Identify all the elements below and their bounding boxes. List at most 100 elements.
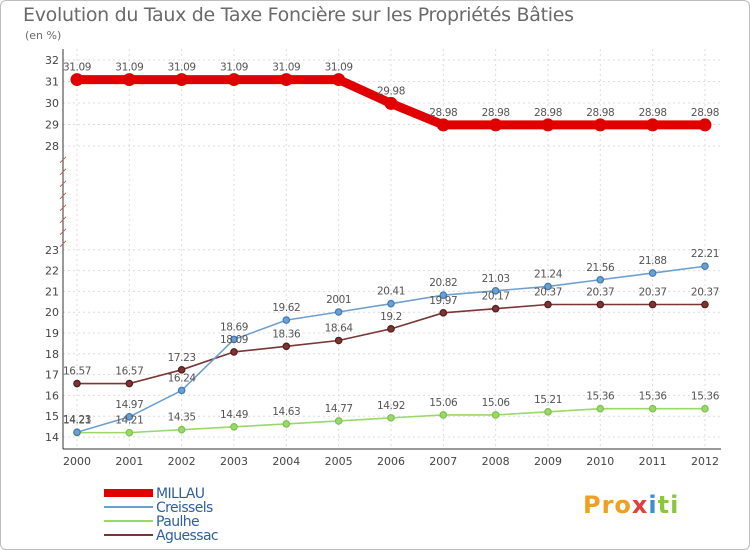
legend-label-aguessac: Aguessac	[156, 528, 218, 544]
data-point-creissels	[701, 262, 709, 271]
y-tick-label: 28	[45, 140, 59, 153]
axis-break-mark	[59, 180, 67, 188]
y-tick-label: 32	[45, 54, 59, 67]
data-label-paulhe: 15.21	[534, 394, 562, 406]
data-label-aguessac: 19.97	[429, 295, 457, 307]
data-label-aguessac: 19.2	[380, 311, 402, 323]
data-label-creissels: 21.56	[586, 262, 615, 274]
data-point-creissels	[230, 335, 238, 344]
data-label-aguessac: 16.57	[115, 366, 143, 378]
data-point-creissels	[648, 269, 657, 277]
data-point-paulhe	[439, 411, 448, 419]
data-label-paulhe: 14.21	[63, 415, 91, 427]
y-tick-label: 30	[45, 97, 59, 110]
data-label-paulhe: 14.21	[115, 415, 143, 427]
data-label-creissels: 21.24	[534, 268, 563, 280]
y-tick-label: 19	[45, 327, 59, 340]
legend-label-paulhe: Paulhe	[156, 514, 199, 530]
data-point-paulhe	[230, 423, 238, 431]
y-tick-label: 18	[45, 348, 59, 361]
y-tick-label: 16	[45, 389, 59, 402]
proxiti-logo: Proxiti	[583, 491, 680, 519]
data-label-creissels: 18.69	[220, 321, 248, 333]
data-label-creissels: 20.41	[377, 286, 405, 298]
chart-title: Evolution du Taux de Taxe Foncière sur l…	[23, 4, 574, 26]
y-tick-label: 17	[45, 369, 59, 382]
data-point-millau	[436, 118, 450, 132]
x-tick-label: 2000	[63, 455, 91, 468]
x-tick-label: 2012	[691, 455, 719, 468]
chart-subtitle: (en %)	[25, 29, 62, 42]
data-point-aguessac	[596, 300, 605, 309]
data-label-paulhe: 15.06	[429, 397, 458, 409]
data-label-aguessac: 20.37	[639, 287, 667, 299]
x-tick-label: 2007	[429, 455, 457, 468]
data-point-aguessac	[544, 300, 552, 309]
data-label-creissels: 19.62	[272, 302, 300, 314]
data-label-millau: 31.09	[168, 62, 196, 74]
data-point-paulhe	[334, 417, 343, 425]
data-label-millau: 28.98	[586, 107, 614, 119]
data-point-creissels	[439, 291, 448, 299]
data-label-creissels: 16.24	[168, 372, 197, 384]
data-label-paulhe: 14.92	[377, 400, 405, 412]
data-point-millau	[646, 118, 660, 132]
legend-label-millau: MILLAU	[156, 486, 205, 502]
data-label-aguessac: 20.37	[586, 287, 614, 299]
grid-lines	[63, 49, 721, 449]
data-point-creissels	[125, 413, 134, 421]
x-tick-label: 2008	[482, 455, 510, 468]
data-label-millau: 31.09	[115, 62, 143, 74]
data-point-millau	[541, 118, 555, 132]
data-point-paulhe	[282, 420, 291, 428]
axis-break-mark	[59, 216, 67, 224]
data-label-paulhe: 14.35	[168, 412, 196, 424]
data-label-millau: 31.09	[220, 62, 248, 74]
data-point-paulhe	[387, 414, 395, 422]
x-tick-label: 2010	[586, 455, 614, 468]
data-point-aguessac	[177, 366, 186, 374]
data-label-millau: 28.98	[429, 107, 457, 119]
data-point-millau	[70, 73, 84, 87]
data-point-aguessac	[387, 325, 395, 333]
data-point-aguessac	[491, 304, 500, 313]
data-label-millau: 31.09	[272, 62, 300, 74]
data-labels: 31.09 31.09 31.09 31.09 31.09 31.09 29.98 28.98…	[63, 62, 720, 427]
axes	[59, 49, 721, 450]
y-tick-label: 31	[45, 76, 59, 89]
data-point-creissels	[73, 428, 81, 437]
data-point-millau	[175, 73, 189, 87]
series-group	[70, 73, 712, 437]
axis-break-mark	[59, 168, 67, 176]
y-tick-label: 20	[45, 306, 59, 319]
data-label-millau: 28.98	[691, 107, 719, 119]
data-label-paulhe: 14.49	[220, 409, 248, 421]
data-point-aguessac	[230, 348, 238, 356]
data-label-millau: 28.98	[534, 107, 562, 119]
data-point-paulhe	[648, 404, 657, 413]
x-tick-label: 2005	[325, 455, 353, 468]
data-point-paulhe	[125, 428, 134, 437]
data-label-aguessac: 20.37	[534, 287, 562, 299]
y-tick-label: 21	[45, 285, 59, 298]
y-tick-label: 23	[45, 244, 59, 257]
data-point-paulhe	[544, 408, 552, 416]
data-point-paulhe	[701, 404, 709, 413]
data-point-millau	[489, 118, 503, 132]
data-point-aguessac	[125, 379, 134, 388]
data-label-paulhe: 15.36	[639, 391, 668, 403]
data-label-paulhe: 15.36	[586, 391, 615, 403]
data-label-creissels: 14.23	[63, 414, 91, 426]
data-point-millau	[227, 73, 241, 87]
data-label-millau: 28.98	[639, 107, 667, 119]
x-tick-label: 2006	[377, 455, 405, 468]
data-point-millau	[122, 73, 136, 87]
data-point-aguessac	[701, 300, 709, 309]
data-point-millau	[593, 118, 607, 132]
data-point-creissels	[387, 299, 395, 308]
data-label-paulhe: 14.63	[272, 406, 300, 418]
data-label-creissels: 21.03	[482, 273, 510, 285]
data-label-aguessac: 18.64	[325, 322, 354, 334]
